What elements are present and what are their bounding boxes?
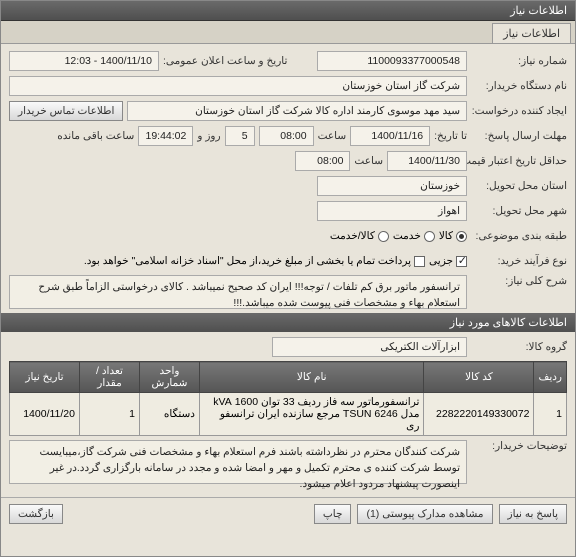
radio-goods-label: کالا — [439, 230, 453, 242]
buy-type-label: نوع فرآیند خرید: — [471, 255, 567, 267]
city-label: شهر محل تحویل: — [471, 205, 567, 217]
radio-dot-icon — [424, 231, 435, 242]
summary-label: شرح کلی نیاز: — [471, 275, 567, 287]
from-time-value: 08:00 — [259, 126, 314, 146]
days-value: 5 — [225, 126, 255, 146]
requester-label: ایجاد کننده درخواست: — [471, 105, 567, 117]
time-label-2: ساعت — [354, 155, 383, 167]
goods-group-value: ابزارآلات الکتریکی — [272, 337, 467, 357]
radio-goods[interactable]: کالا — [439, 230, 467, 242]
col-name: نام کالا — [200, 362, 424, 393]
radio-dot-icon — [378, 231, 389, 242]
attachments-count: (1) — [366, 508, 379, 520]
need-no-label: شماره نیاز: — [471, 55, 567, 67]
check-partial-label: جزیی — [429, 255, 453, 267]
tab-info[interactable]: اطلاعات نیاز — [492, 23, 571, 43]
radio-goods-service-label: کالا/خدمت — [330, 230, 375, 242]
buyer-org-value: شرکت گاز استان خوزستان — [9, 76, 467, 96]
radio-service[interactable]: خدمت — [393, 230, 435, 242]
cell-name: ترانسفورماتور سه فاز ردیف 33 توان 1600 k… — [200, 393, 424, 436]
attachments-label: مشاهده مدارک پیوستی — [382, 508, 483, 520]
attachments-button[interactable]: مشاهده مدارک پیوستی (1) — [357, 504, 492, 524]
tab-strip: اطلاعات نیاز — [1, 21, 575, 44]
radio-dot-icon — [456, 231, 467, 242]
cell-code: 2282220149330072 — [424, 393, 534, 436]
summary-value: ترانسفور ماتور برق کم تلفات / توجه!!! ای… — [9, 275, 467, 309]
buyer-note-label: توضیحات خریدار: — [471, 440, 567, 452]
buyer-org-label: نام دستگاه خریدار: — [471, 80, 567, 92]
from-date-value: 1400/11/16 — [350, 126, 430, 146]
checkbox-icon — [414, 256, 425, 267]
col-unit: واحد شمارش — [140, 362, 200, 393]
credit-time-value: 08:00 — [295, 151, 350, 171]
footer-buttons: پاسخ به نیاز مشاهده مدارک پیوستی (1) چاپ… — [1, 497, 575, 530]
table-row[interactable]: 1 2282220149330072 ترانسفورماتور سه فاز … — [10, 393, 567, 436]
credit-label: حداقل تاریخ اعتبار قیمت‌ها: — [471, 155, 567, 167]
buyer-note-value: شرکت کنندگان محترم در نظرداشته باشند فرم… — [9, 440, 467, 484]
requester-value: سید مهد موسوی کارمند اداره کالا شرکت گاز… — [127, 101, 467, 121]
goods-table: ردیف کد کالا نام کالا واحد شمارش تعداد /… — [9, 361, 567, 436]
payment-note-label: پرداخت تمام یا بخشی از مبلغ خرید،از محل … — [84, 255, 411, 267]
reply-deadline-label: مهلت ارسال پاسخ: — [471, 130, 567, 142]
cell-unit: دستگاه — [140, 393, 200, 436]
time-label-1: ساعت — [318, 130, 347, 142]
checkbox-icon — [456, 256, 467, 267]
title-bar: اطلاعات نیاز — [1, 1, 575, 21]
reply-button[interactable]: پاسخ به نیاز — [499, 504, 567, 524]
credit-date-value: 1400/11/30 — [387, 151, 467, 171]
contact-buyer-button[interactable]: اطلاعات تماس خریدار — [9, 101, 123, 121]
section-goods-title: اطلاعات کالاهای مورد نیاز — [1, 313, 575, 332]
window-title: اطلاعات نیاز — [510, 5, 567, 17]
print-button[interactable]: چاپ — [314, 504, 352, 524]
public-datetime-value: 1400/11/10 - 12:03 — [9, 51, 159, 71]
col-qty: تعداد / مقدار — [80, 362, 140, 393]
remain-time-value: 19:44:02 — [138, 126, 193, 146]
remain-label: ساعت باقی مانده — [57, 130, 134, 142]
window: اطلاعات نیاز اطلاعات نیاز شماره نیاز: 11… — [0, 0, 576, 557]
cell-need-date: 1400/11/20 — [10, 393, 80, 436]
province-label: استان محل تحویل: — [471, 180, 567, 192]
budget-label: طبقه بندی موضوعی: — [471, 230, 567, 242]
back-button[interactable]: بازگشت — [9, 504, 63, 524]
radio-service-label: خدمت — [393, 230, 421, 242]
form-area: شماره نیاز: 1100093377000548 تاریخ و ساع… — [1, 44, 575, 493]
province-value: خوزستان — [317, 176, 467, 196]
need-no-value: 1100093377000548 — [317, 51, 467, 71]
check-partial[interactable]: جزیی — [429, 255, 467, 267]
cell-row: 1 — [534, 393, 567, 436]
col-code: کد کالا — [424, 362, 534, 393]
col-row: ردیف — [534, 362, 567, 393]
check-payment-note[interactable]: پرداخت تمام یا بخشی از مبلغ خرید،از محل … — [84, 255, 425, 267]
goods-group-label: گروه کالا: — [471, 341, 567, 353]
from-label: تا تاریخ: — [434, 130, 467, 142]
city-value: اهواز — [317, 201, 467, 221]
col-need-date: تاریخ نیاز — [10, 362, 80, 393]
days-label: روز و — [197, 130, 220, 142]
public-datetime-label: تاریخ و ساعت اعلان عمومی: — [163, 55, 287, 67]
cell-qty: 1 — [80, 393, 140, 436]
table-header-row: ردیف کد کالا نام کالا واحد شمارش تعداد /… — [10, 362, 567, 393]
radio-goods-service[interactable]: کالا/خدمت — [330, 230, 389, 242]
